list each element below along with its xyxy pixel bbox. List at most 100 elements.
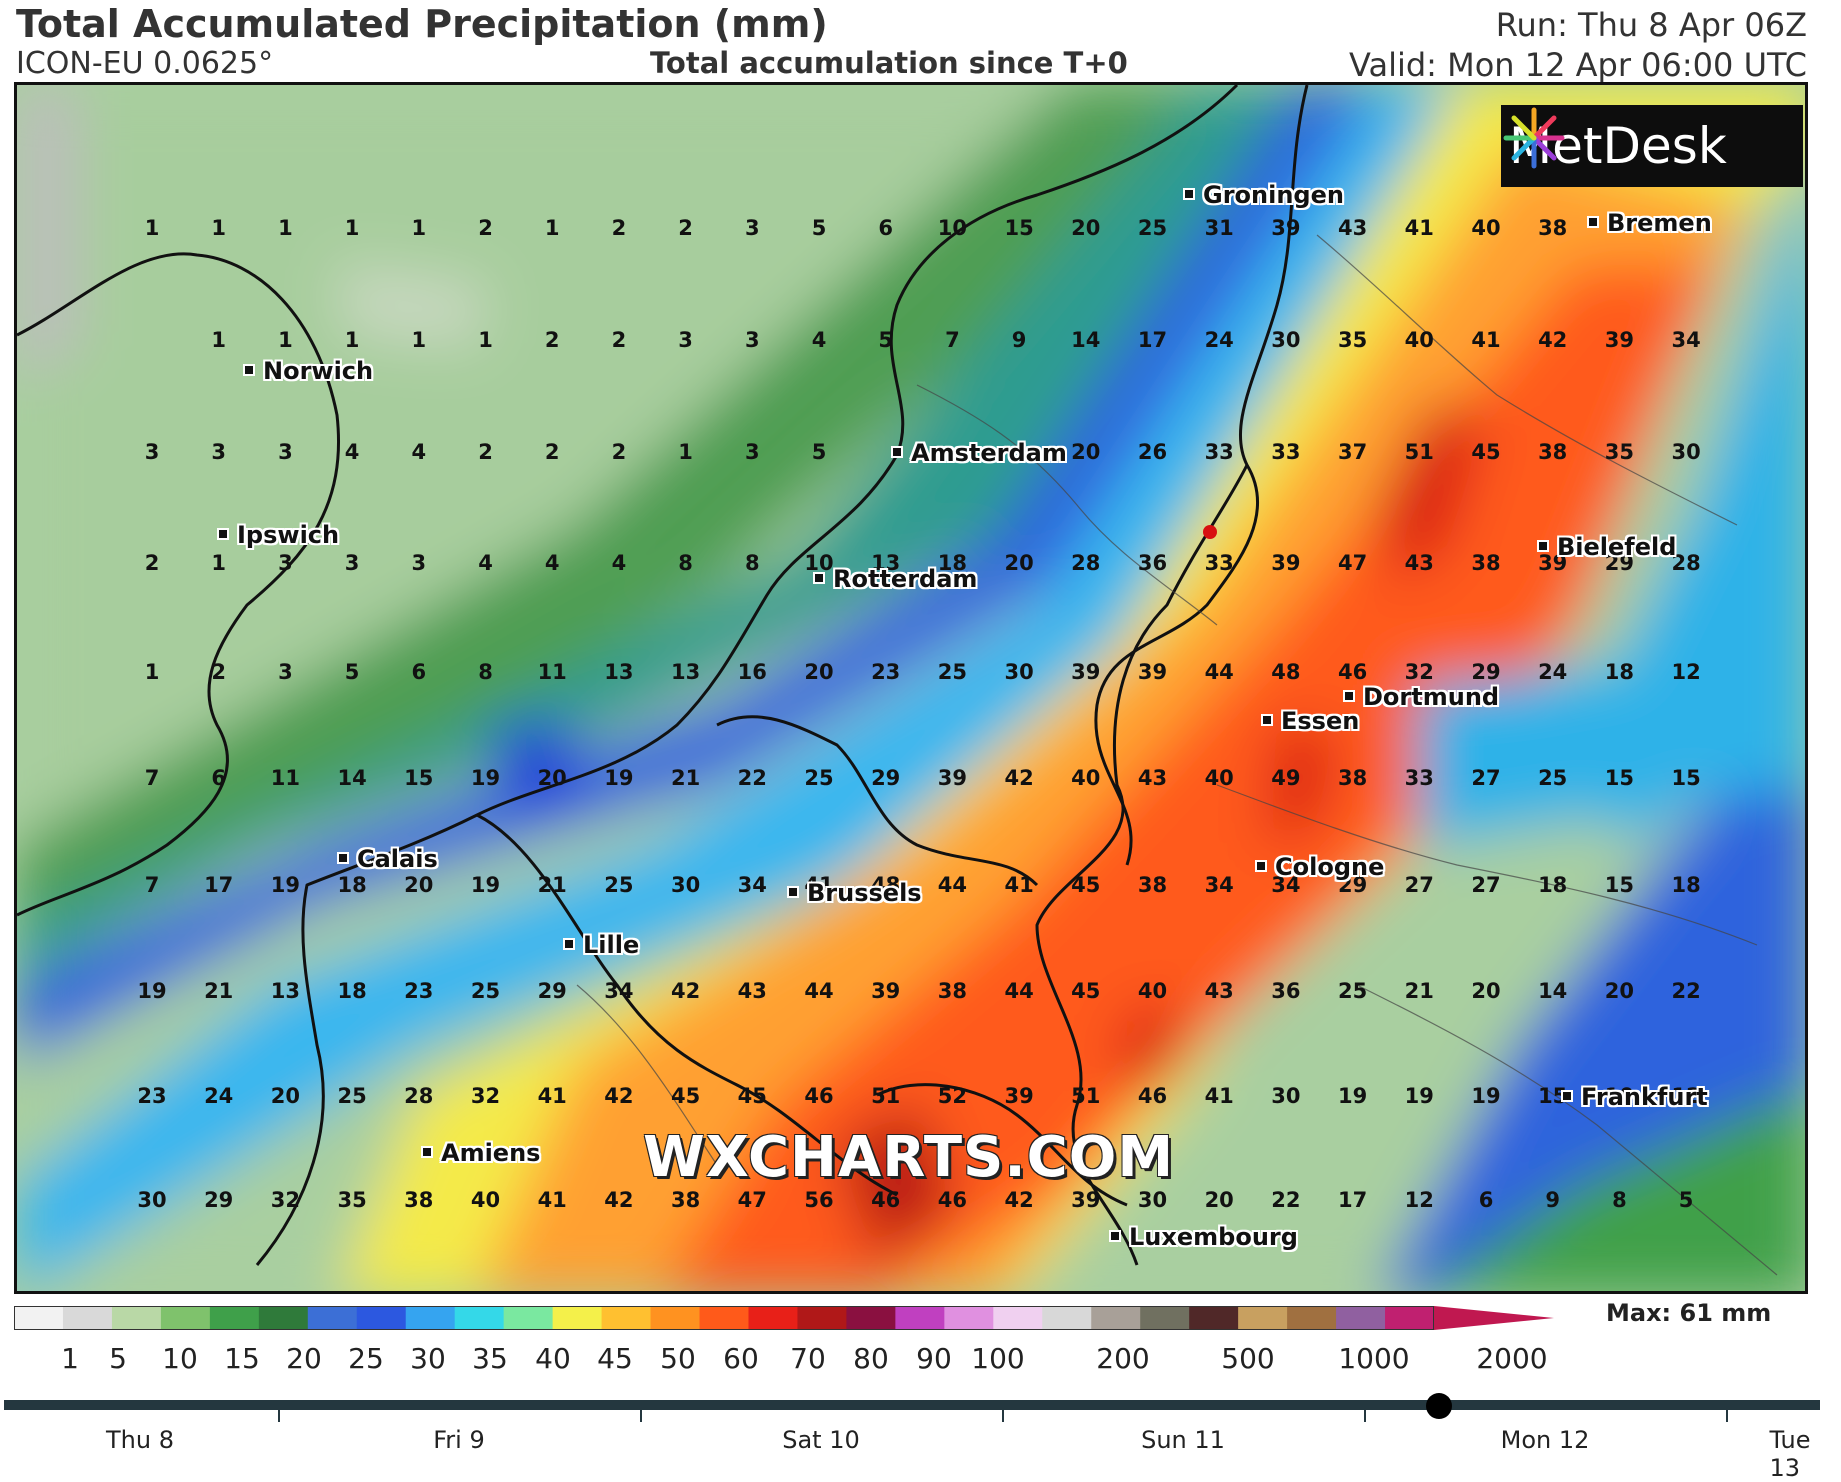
legend-tick-label: 90 — [916, 1342, 952, 1375]
grid-value: 18 — [937, 551, 968, 575]
timeline-day[interactable]: Sat 10 — [782, 1426, 860, 1454]
grid-value: 27 — [1404, 873, 1434, 897]
grid-value: 17 — [1137, 328, 1168, 352]
timeline-day[interactable]: Mon 12 — [1500, 1426, 1590, 1454]
grid-value: 37 — [1337, 440, 1368, 464]
grid-value: 1 — [478, 328, 493, 352]
time-slider-handle[interactable] — [1425, 1393, 1452, 1419]
grid-value: 3 — [278, 551, 293, 575]
legend-color-step — [944, 1306, 994, 1330]
grid-value: 40 — [1071, 766, 1101, 790]
grid-value: 24 — [1538, 660, 1568, 684]
legend-tick-label: 100 — [971, 1342, 1025, 1375]
city-label: Essen — [1261, 707, 1359, 735]
city-marker-icon — [1255, 860, 1267, 872]
city-label: Luxembourg — [1109, 1223, 1298, 1251]
precipitation-map: 1 1 1 1 1 2 1 2 2 3 5 6 10 15 20 25 31 39 43 41 40 38 1 1 1 1 1 2 2 3… — [14, 82, 1808, 1294]
grid-value: 26 — [1137, 440, 1168, 464]
grid-value: 4 — [611, 551, 627, 575]
grid-value: 1 — [411, 216, 427, 240]
grid-value: 12 — [1404, 1188, 1434, 1212]
legend-tick-label: 70 — [790, 1342, 826, 1375]
grid-value: 3 — [678, 328, 693, 352]
city-label: Cologne — [1255, 853, 1384, 881]
timeline-day[interactable]: Tue 13 — [1769, 1426, 1811, 1482]
grid-value: 30 — [670, 873, 701, 897]
grid-value: 17 — [1337, 1188, 1368, 1212]
grid-value: 34 — [1271, 873, 1301, 897]
grid-value: 10 — [804, 551, 834, 575]
grid-value: 51 — [871, 1084, 901, 1108]
legend-tick-label: 80 — [853, 1342, 889, 1375]
grid-value: 28 — [1671, 551, 1701, 575]
timeline-day[interactable]: Fri 9 — [433, 1426, 485, 1454]
legend-tick-label: 25 — [348, 1342, 384, 1375]
grid-value: 19 — [137, 979, 167, 1003]
grid-value: 43 — [737, 979, 767, 1003]
legend-tick-label: 500 — [1221, 1342, 1275, 1375]
grid-value: 46 — [937, 1188, 968, 1212]
grid-value: 13 — [604, 660, 634, 684]
grid-value: 43 — [1404, 551, 1434, 575]
city-marker-icon — [1561, 1090, 1573, 1102]
city-marker-icon — [1537, 540, 1549, 552]
grid-value: 30 — [1271, 1084, 1301, 1108]
grid-value: 1 — [678, 440, 693, 464]
grid-value: 18 — [337, 979, 367, 1003]
grid-value: 29 — [204, 1188, 234, 1212]
time-slider-tick — [1002, 1410, 1004, 1422]
grid-value: 15 — [404, 766, 434, 790]
grid-value: 18 — [1671, 873, 1701, 897]
grid-value: 7 — [144, 873, 160, 897]
grid-value: 44 — [1204, 660, 1234, 684]
city-label: Calais — [337, 845, 438, 873]
time-slider[interactable]: Thu 8 Fri 9 Sat 10 Sun 11 Mon 12 Tue 13 — [4, 1393, 1820, 1482]
legend-color-step — [1238, 1306, 1288, 1330]
grid-value: 32 — [270, 1188, 301, 1212]
legend-color-step — [503, 1306, 554, 1330]
grid-value: 24 — [204, 1084, 234, 1108]
grid-value: 45 — [1071, 873, 1101, 897]
legend-tick-labels: 1 5 10 15 20 25 30 35 40 45 50 60 70 80 90 100 200 500 100… — [14, 1342, 1554, 1378]
legend-color-step — [454, 1306, 505, 1330]
grid-value: 22 — [1271, 1188, 1301, 1212]
time-slider-track[interactable] — [4, 1400, 1820, 1410]
grid-value: 13 — [270, 979, 301, 1003]
legend-color-step — [1189, 1306, 1239, 1330]
grid-value: 48 — [1271, 660, 1301, 684]
grid-value: 7 — [945, 328, 960, 352]
grid-value: 23 — [404, 979, 434, 1003]
grid-value: 3 — [278, 440, 293, 464]
grid-value: 21 — [204, 979, 234, 1003]
legend-color-step — [1042, 1306, 1092, 1330]
timeline-day[interactable]: Sun 11 — [1141, 1426, 1225, 1454]
grid-value: 20 — [1071, 216, 1101, 240]
grid-value: 19 — [1337, 1084, 1368, 1108]
grid-value: 34 — [737, 873, 767, 897]
grid-value: 30 — [1671, 440, 1701, 464]
grid-value: 41 — [1004, 873, 1034, 897]
grid-value: 19 — [470, 766, 501, 790]
legend-color-step — [993, 1306, 1043, 1330]
grid-value: 28 — [1071, 551, 1101, 575]
grid-value: 9 — [1011, 328, 1027, 352]
grid-value: 20 — [1071, 440, 1101, 464]
grid-value: 3 — [744, 328, 760, 352]
city-label: Lille — [563, 931, 639, 959]
grid-value: 15 — [1004, 216, 1034, 240]
grid-value: 1 — [411, 328, 427, 352]
grid-value: 9 — [1545, 1188, 1560, 1212]
grid-value: 10 — [1604, 1084, 1635, 1108]
legend-tick-label: 40 — [535, 1342, 571, 1375]
chart-subtitle: Total accumulation since T+0 — [650, 46, 1128, 80]
legend-tick-label: 1 — [61, 1342, 79, 1375]
grid-value: 33 — [1404, 766, 1434, 790]
timeline-day[interactable]: Thu 8 — [106, 1426, 174, 1454]
grid-value: 11 — [270, 766, 301, 790]
legend-tick-label: 60 — [723, 1342, 759, 1375]
legend-overflow-arrow-icon — [1434, 1306, 1554, 1330]
grid-value: 8 — [478, 660, 493, 684]
legend-tick-label: 5 — [109, 1342, 127, 1375]
city-label: Amiens — [421, 1139, 540, 1167]
grid-value: 19 — [270, 873, 301, 897]
